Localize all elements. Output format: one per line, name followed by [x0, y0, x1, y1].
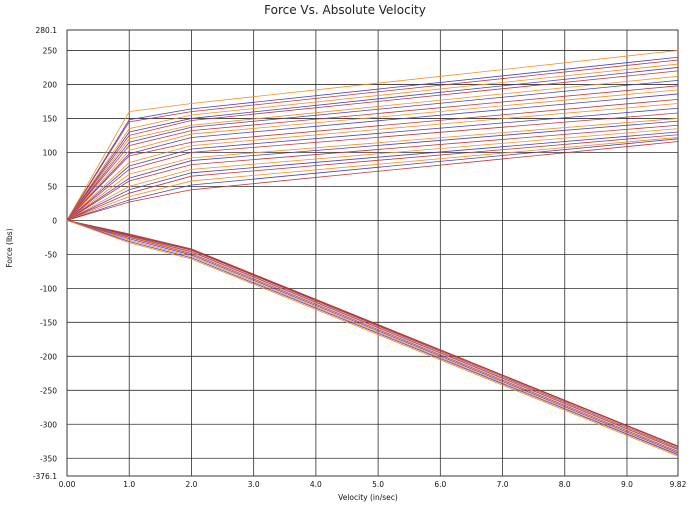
x-tick-label: 4.0 [310, 480, 322, 489]
y-tick-label: -200 [40, 352, 57, 361]
series-line-8 [66, 79, 679, 221]
series-line-7 [66, 75, 679, 221]
series-line-4 [66, 63, 679, 221]
x-tick-label: 5.0 [372, 480, 384, 489]
y-tick-label: 50 [47, 182, 57, 191]
series-line-31 [66, 219, 679, 454]
y-tick-label: 150 [43, 114, 58, 123]
tick-layer: 0.00 1.0 2.0 3.0 4.0 5.0 6.0 7.0 8.0 9.0 9.82 280.1… [33, 26, 687, 489]
series-line-12 [66, 98, 679, 221]
x-tick-label: 1.0 [123, 480, 135, 489]
series-line-5 [66, 67, 679, 221]
series-line-11 [66, 93, 679, 221]
series-line-30 [66, 219, 679, 452]
series-layer [66, 50, 679, 457]
chart-title: Force Vs. Absolute Velocity [264, 3, 426, 17]
y-tick-label: -376.1 [33, 472, 57, 481]
y-tick-label: 0 [52, 216, 57, 225]
series-line-14 [66, 107, 679, 221]
y-tick-label: -350 [40, 454, 57, 463]
y-tick-label: 200 [43, 80, 58, 89]
series-line-22 [66, 137, 679, 221]
series-line-24 [66, 141, 679, 221]
series-line-19 [66, 128, 679, 221]
y-tick-label: -300 [40, 420, 57, 429]
x-axis-label: Velocity (in/sec) [338, 493, 398, 502]
series-line-18 [66, 124, 679, 221]
series-line-23 [66, 138, 679, 221]
y-tick-label: -100 [40, 284, 57, 293]
y-tick-label: -50 [45, 250, 57, 259]
series-line-6 [66, 70, 679, 221]
series-line-16 [66, 118, 679, 221]
series-line-10 [66, 89, 679, 221]
series-line-9 [66, 85, 679, 221]
y-tick-label: -250 [40, 386, 57, 395]
y-tick-label: 100 [43, 148, 58, 157]
series-line-32 [66, 219, 679, 455]
series-line-13 [66, 103, 679, 221]
series-line-2 [66, 56, 679, 221]
series-line-21 [66, 134, 679, 221]
series-line-34 [66, 220, 679, 457]
y-axis-label: Force (lbs) [5, 228, 14, 267]
x-tick-label: 2.0 [185, 480, 197, 489]
x-tick-label: 8.0 [559, 480, 571, 489]
series-line-3 [66, 59, 679, 221]
x-tick-label: 0.00 [59, 480, 76, 489]
series-line-1 [66, 50, 679, 221]
x-tick-label: 9.0 [621, 480, 633, 489]
x-tick-label: 3.0 [248, 480, 260, 489]
y-tick-label: 280.1 [36, 26, 58, 35]
y-tick-label: 250 [43, 46, 58, 55]
x-tick-label: 9.82 [670, 480, 687, 489]
series-line-33 [66, 220, 679, 456]
y-tick-label: -150 [40, 318, 57, 327]
x-tick-label: 6.0 [434, 480, 446, 489]
series-line-17 [66, 120, 679, 221]
series-line-20 [66, 131, 679, 221]
x-tick-label: 7.0 [497, 480, 509, 489]
series-line-15 [66, 112, 679, 221]
